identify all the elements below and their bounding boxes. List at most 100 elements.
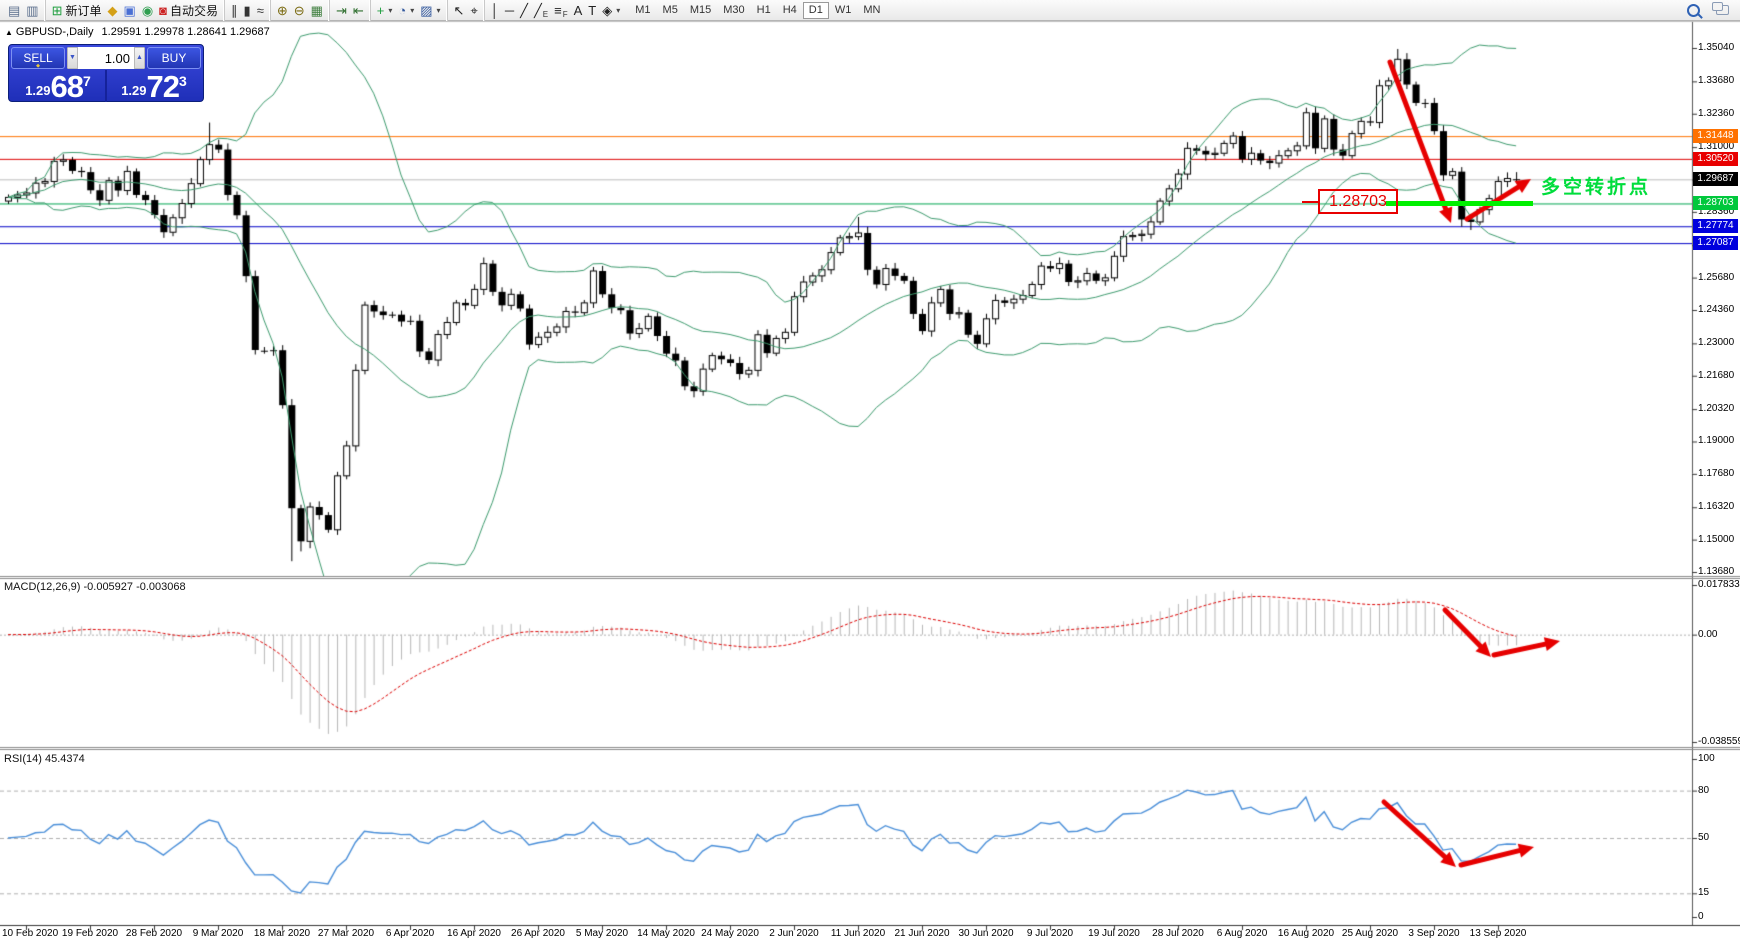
- chat-icon: [1712, 2, 1729, 15]
- timeframe-w1[interactable]: W1: [829, 2, 858, 19]
- zoom-out-button[interactable]: ⊖: [291, 1, 308, 19]
- chart-shift-icon: ⇤: [352, 2, 364, 18]
- candlestick-chart-button[interactable]: ▮: [241, 1, 254, 19]
- templates-button[interactable]: ▨ ▾: [417, 1, 443, 19]
- one-click-settings-icon[interactable]: ◆: [36, 63, 40, 69]
- date-axis-label: 9 Mar 2020: [192, 928, 244, 939]
- date-axis-label: 28 Feb 2020: [125, 928, 183, 939]
- volume-increase-button[interactable]: ▲: [134, 47, 145, 69]
- timeframe-m15[interactable]: M15: [684, 2, 717, 19]
- cursor-button[interactable]: ↖: [451, 1, 468, 19]
- rsi-label: RSI(14) 45.4374: [4, 753, 85, 765]
- equidistant-channel-button[interactable]: ╱ E: [531, 1, 551, 20]
- text-icon: A: [573, 2, 583, 18]
- timeframe-h1[interactable]: H1: [751, 2, 777, 19]
- date-axis-label: 27 Mar 2020: [317, 928, 375, 939]
- trendline-icon: ╱: [520, 2, 528, 18]
- crosshair-button[interactable]: ⌖: [467, 1, 480, 19]
- trend-arrow-macd-up[interactable]: [1494, 641, 1560, 655]
- trend-arrow-main-down[interactable]: [1390, 62, 1451, 223]
- timeframe-d1[interactable]: D1: [802, 1, 829, 19]
- price-tick-label: 1.16320: [1698, 501, 1735, 513]
- date-axis-label: 6 Aug 2020: [1216, 928, 1268, 939]
- sell-price[interactable]: 1.29 68 7: [25, 69, 91, 104]
- level-price-badge: 1.28703: [1693, 196, 1738, 211]
- macd-tick-label: 0.017833: [1698, 579, 1740, 590]
- date-axis-label: 30 Jun 2020: [958, 928, 1014, 939]
- new-order-button[interactable]: ⊞ 新订单: [49, 1, 105, 19]
- support-price-box[interactable]: 1.28703: [1318, 189, 1398, 214]
- new-order-icon: ⊞: [51, 2, 63, 18]
- search-button[interactable]: [1684, 1, 1703, 19]
- sell-button[interactable]: SELL ◆: [11, 47, 65, 69]
- bar-chart-button[interactable]: ∥: [228, 1, 241, 19]
- periods-caret-icon[interactable]: ▾: [410, 5, 415, 15]
- date-axis-label: 3 Sep 2020: [1408, 928, 1460, 939]
- alerts-button[interactable]: ◆: [105, 1, 121, 19]
- price-tick-label: 1.32360: [1698, 107, 1735, 119]
- horizontal-line-icon: ─: [504, 2, 515, 18]
- periods-button[interactable]: ◔ ▾: [395, 1, 417, 19]
- macd-label: MACD(12,26,9) -0.005927 -0.003068: [4, 581, 186, 593]
- trendline-button[interactable]: ╱: [517, 1, 531, 19]
- timeframe-mn[interactable]: MN: [857, 2, 886, 19]
- macd-tick-label: 0.00: [1698, 628, 1718, 640]
- vertical-line-button[interactable]: │: [488, 1, 502, 19]
- auto-scroll-button[interactable]: ⇥: [333, 1, 350, 19]
- date-axis-label: 19 Jul 2020: [1088, 928, 1140, 939]
- price-tick-label: 1.15000: [1698, 533, 1735, 545]
- support-level-line[interactable]: [1386, 201, 1533, 207]
- trend-arrow-rsi-down[interactable]: [1384, 802, 1456, 867]
- templates-caret-icon[interactable]: ▾: [436, 5, 441, 15]
- candlestick-chart-icon: ▮: [243, 2, 251, 18]
- trend-arrow-macd-down[interactable]: [1445, 610, 1491, 657]
- trend-arrow-main-up[interactable]: [1467, 179, 1531, 219]
- indicators-icon: +: [376, 2, 385, 18]
- timeframe-m5[interactable]: M5: [657, 2, 684, 19]
- date-axis-label: 14 May 2020: [637, 928, 695, 939]
- turning-point-label[interactable]: 多空转折点: [1541, 177, 1652, 198]
- shapes-icon: ◈: [602, 2, 613, 18]
- buy-price[interactable]: 1.29 72 3: [105, 70, 201, 102]
- signals-button[interactable]: ◉: [139, 1, 156, 19]
- volume-decrease-button[interactable]: ▼: [67, 47, 78, 69]
- tile-windows-icon: ▦: [310, 2, 323, 18]
- level-price-badge: 1.27774: [1693, 219, 1738, 234]
- ohlc-values: 1.29591 1.29978 1.28641 1.29687: [101, 26, 270, 38]
- autotrading-button[interactable]: ◙ 自动交易: [156, 1, 221, 19]
- price-tick-label: 1.33680: [1698, 75, 1735, 87]
- timeframe-h4[interactable]: H4: [777, 2, 803, 19]
- date-axis-label: 18 Mar 2020: [253, 928, 311, 939]
- buy-button[interactable]: BUY: [147, 47, 201, 69]
- shapes-caret-icon[interactable]: ▾: [616, 5, 621, 15]
- date-axis-label: 13 Sep 2020: [1469, 928, 1527, 939]
- rsi-tick-label: 0: [1698, 911, 1704, 922]
- tick-chart-button[interactable]: ▥: [23, 1, 41, 19]
- text-button[interactable]: A: [571, 1, 586, 19]
- volume-input[interactable]: [77, 47, 135, 69]
- collapse-icon[interactable]: ▲: [5, 28, 13, 37]
- line-chart-button[interactable]: ≈: [254, 1, 267, 19]
- zoom-in-button[interactable]: ⊕: [274, 1, 291, 19]
- shapes-button[interactable]: ◈ ▾: [599, 1, 623, 19]
- chat-button[interactable]: [1712, 1, 1732, 19]
- chart-shift-button[interactable]: ⇤: [350, 1, 367, 19]
- text-label-button[interactable]: T: [585, 1, 599, 19]
- current-price-badge: 1.29687: [1693, 172, 1738, 187]
- trend-arrow-rsi-up[interactable]: [1461, 847, 1534, 865]
- chart-windows-button[interactable]: ▤: [5, 1, 23, 19]
- timeframe-m1[interactable]: M1: [629, 2, 656, 19]
- chart-title: ▲ GBPUSD-,Daily 1.29591 1.29978 1.28641 1.…: [5, 26, 270, 38]
- timeframe-m30[interactable]: M30: [717, 2, 750, 19]
- indicators-caret-icon[interactable]: ▾: [388, 5, 393, 15]
- price-tick-label: 1.13680: [1698, 566, 1735, 577]
- metaeditor-button[interactable]: ▣: [121, 1, 139, 19]
- indicators-button[interactable]: + ▾: [374, 1, 396, 19]
- horizontal-line-button[interactable]: ─: [502, 1, 517, 19]
- tile-windows-button[interactable]: ▦: [308, 1, 326, 19]
- rsi-tick-label: 80: [1698, 784, 1710, 796]
- price-box-anchor-dash: [1302, 201, 1318, 203]
- fibonacci-button[interactable]: ≡ F: [551, 1, 570, 20]
- cursor-icon: ↖: [453, 2, 465, 18]
